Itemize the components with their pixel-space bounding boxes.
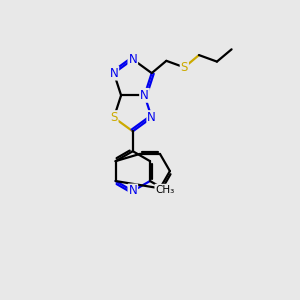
Text: N: N [128, 53, 137, 66]
Text: N: N [140, 89, 149, 102]
Text: N: N [110, 67, 118, 80]
Text: S: S [110, 111, 118, 124]
Text: CH₃: CH₃ [155, 184, 175, 195]
Text: S: S [181, 61, 188, 74]
Text: N: N [147, 111, 156, 124]
Text: N: N [128, 184, 137, 197]
